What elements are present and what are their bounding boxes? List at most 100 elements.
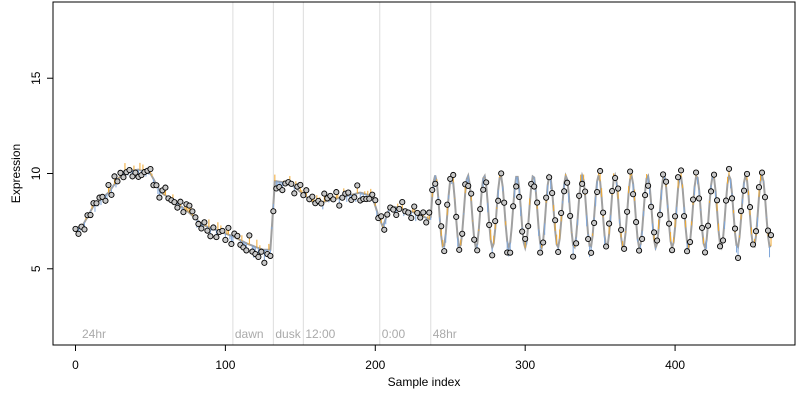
data-point [525, 223, 532, 230]
data-point [522, 235, 529, 242]
data-point [243, 247, 250, 254]
data-point [495, 197, 502, 204]
data-point [570, 253, 577, 260]
x-tick-label: 300 [515, 358, 535, 372]
data-point [246, 232, 253, 239]
data-point [549, 190, 556, 197]
data-point [291, 190, 298, 197]
data-point [450, 171, 457, 179]
data-point [201, 219, 208, 226]
data-point [734, 254, 742, 261]
data-point [672, 213, 679, 220]
data-point [612, 174, 619, 182]
data-point [297, 181, 304, 189]
data-point [471, 236, 478, 243]
data-point [213, 234, 220, 241]
data-point [336, 202, 343, 209]
data-point [339, 194, 346, 201]
annotation-lines [232, 2, 432, 345]
data-point [102, 197, 109, 204]
data-point [684, 248, 691, 255]
data-point [603, 243, 610, 250]
data-point [147, 166, 154, 173]
data-point [561, 188, 568, 195]
data-point [111, 173, 118, 180]
data-point [645, 182, 652, 189]
data-point [507, 249, 514, 256]
data-point [767, 232, 775, 239]
y-tick-label: 15 [29, 71, 43, 85]
y-tick-label: 10 [29, 167, 43, 181]
data-point [483, 179, 490, 186]
data-point [501, 199, 508, 206]
data-point [333, 189, 340, 196]
data-point [420, 209, 427, 216]
data-point [764, 227, 772, 234]
data-point [414, 209, 421, 216]
data-point [117, 169, 124, 176]
data-point [597, 167, 604, 175]
data-point [606, 220, 613, 227]
data-point [761, 194, 769, 201]
fit-line [75, 168, 772, 252]
data-point [690, 196, 697, 203]
data-point [699, 224, 706, 231]
data-point [309, 193, 316, 200]
data-point [618, 226, 625, 233]
data-point [480, 186, 487, 193]
data-point [435, 198, 442, 206]
data-point [258, 248, 265, 255]
data-point [555, 248, 562, 256]
data-point [627, 168, 634, 175]
data-point [153, 182, 160, 189]
data-point [81, 226, 88, 233]
data-point [714, 197, 721, 204]
data-point [717, 243, 724, 250]
data-point [405, 209, 412, 216]
data-point [234, 232, 241, 239]
data-point [411, 203, 418, 210]
data-point [87, 211, 94, 219]
data-point [399, 199, 406, 206]
data-point [492, 218, 499, 225]
data-point [105, 181, 112, 189]
data-point [737, 208, 745, 215]
x-tick-label: 0 [72, 358, 79, 372]
data-point [453, 213, 460, 220]
data-point [393, 211, 400, 219]
data-point [752, 228, 760, 235]
data-point [746, 204, 754, 211]
data-point [228, 240, 235, 248]
data-point [702, 249, 709, 256]
data-point [696, 195, 703, 202]
data-point [300, 192, 307, 199]
data-point [108, 191, 115, 198]
data-point [669, 247, 676, 254]
data-point [381, 226, 388, 233]
data-point [261, 259, 268, 266]
data-point [447, 175, 454, 182]
data-point [318, 200, 325, 207]
data-point [429, 186, 436, 194]
data-point [384, 211, 391, 218]
data-point [639, 235, 646, 242]
data-point [513, 183, 520, 190]
data-point [351, 194, 358, 201]
data-point [162, 184, 169, 191]
data-point [72, 225, 79, 232]
data-point [270, 208, 277, 215]
data-point [534, 199, 541, 206]
annotation-label: 24hr [82, 327, 106, 341]
data-point [408, 214, 415, 222]
data-point [171, 199, 178, 206]
data-point [654, 237, 661, 244]
data-point [99, 193, 106, 200]
data-point [519, 228, 526, 235]
x-axis-label: Sample index [388, 375, 461, 389]
data-point [486, 221, 493, 228]
data-point [468, 190, 475, 197]
data-point [582, 188, 589, 195]
data-point [366, 195, 373, 202]
data-point [279, 187, 286, 194]
